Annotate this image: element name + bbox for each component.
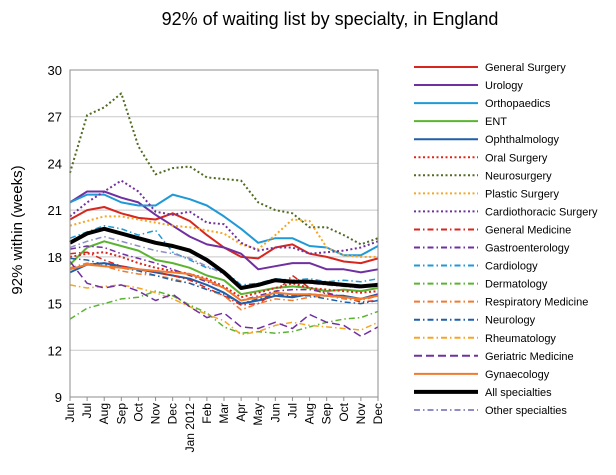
legend-label: ENT <box>485 116 507 128</box>
series-line <box>69 226 379 290</box>
legend-label: Oral Surgery <box>485 152 548 164</box>
series-line <box>69 261 379 338</box>
legend: General Surgery Urology Orthopaedics ENT Oph… <box>414 62 598 417</box>
x-tick-label: Jan 2012 <box>183 403 197 453</box>
legend-label: Cardiothoracic Surgery <box>485 206 598 218</box>
legend-label: Respiratory Medicine <box>485 297 588 309</box>
legend-label: General Medicine <box>485 224 571 236</box>
y-tick-label: 9 <box>55 390 62 405</box>
y-tick-label: 24 <box>48 156 62 171</box>
legend-label: Other specialties <box>485 405 567 417</box>
y-tick-label: 21 <box>48 203 62 218</box>
legend-label: Ophthalmology <box>485 134 559 146</box>
y-axis-label: 92% within (weeks) <box>9 165 26 294</box>
legend-label: Geriatric Medicine <box>485 351 574 363</box>
x-tick-label: Jul <box>80 403 94 418</box>
y-tick-label: 15 <box>48 297 62 312</box>
series-line <box>69 257 379 305</box>
y-tick-label: 18 <box>48 250 62 265</box>
legend-label: Dermatology <box>485 279 548 291</box>
series-line <box>69 240 379 296</box>
series-line <box>69 251 379 306</box>
x-tick-label: Mar <box>217 403 231 424</box>
series-line <box>69 263 379 302</box>
legend-label: Plastic Surgery <box>485 188 559 200</box>
y-tick-label: 27 <box>48 110 62 125</box>
legend-label: Orthopaedics <box>485 98 551 110</box>
x-tick-label: Jun <box>63 403 77 422</box>
legend-label: Rheumatology <box>485 333 556 345</box>
series-line <box>69 179 379 255</box>
series-line <box>69 190 379 274</box>
x-tick-label: May <box>251 403 265 426</box>
series-lines <box>69 92 379 338</box>
legend-label: Urology <box>485 80 523 92</box>
x-tick-label: Nov <box>149 403 163 424</box>
legend-label: Cardiology <box>485 261 538 273</box>
x-tick-label: Sep <box>114 403 128 425</box>
chart-title: 92% of waiting list by specialty, in Eng… <box>162 9 499 29</box>
x-tick-label: Jul <box>285 403 299 418</box>
x-tick-label: Dec <box>166 403 180 424</box>
y-tick-label: 30 <box>48 63 62 78</box>
x-tick-label: Aug <box>97 403 111 424</box>
legend-label: General Surgery <box>485 62 566 74</box>
legend-label: Neurology <box>485 315 536 327</box>
x-tick-label: Feb <box>200 403 214 424</box>
x-tick-label: Dec <box>371 403 385 424</box>
legend-label: Neurosurgery <box>485 170 552 182</box>
x-tick-label: Aug <box>303 403 317 424</box>
legend-label: All specialties <box>485 387 552 399</box>
x-tick-label: Sep <box>320 403 334 425</box>
series-line <box>69 215 378 258</box>
x-tick-label: Nov <box>354 403 368 424</box>
x-tick-label: Jun <box>268 403 282 422</box>
series-line <box>69 284 379 336</box>
legend-label: Gynaecology <box>485 369 550 381</box>
gridlines <box>70 69 378 398</box>
legend-label: Gastroenterology <box>485 243 570 255</box>
x-tick-label: Oct <box>337 402 351 421</box>
series-line <box>69 92 379 246</box>
x-tick-label: Apr <box>234 403 248 422</box>
x-tick-label: Oct <box>131 402 145 421</box>
y-tick-label: 12 <box>48 343 62 358</box>
series-line <box>69 193 379 257</box>
